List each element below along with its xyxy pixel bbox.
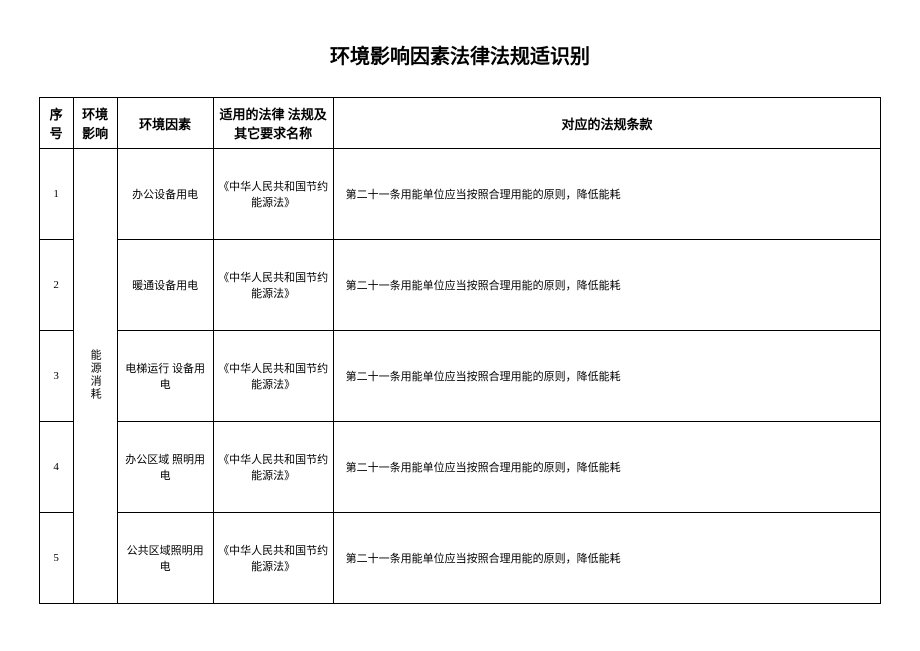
table-row: 2 暖通设备用电 《中华人民共和国节约能源法》 第二十一条用能单位应当按照合理用… — [39, 240, 881, 331]
col-category: 环境 影响 — [73, 98, 117, 149]
regulation-table: 序号 环境 影响 环境因素 适用的法律 法规及 其它要求名称 对应的法规条款 1… — [39, 97, 882, 604]
cell-seq: 2 — [39, 240, 73, 331]
cell-seq: 4 — [39, 422, 73, 513]
col-law: 适用的法律 法规及 其它要求名称 — [213, 98, 333, 149]
table-header-row: 序号 环境 影响 环境因素 适用的法律 法规及 其它要求名称 对应的法规条款 — [39, 98, 881, 149]
cell-factor: 电梯运行 设备用电 — [117, 331, 213, 422]
cell-law: 《中华人民共和国节约能源法》 — [213, 240, 333, 331]
cell-article: 第二十一条用能单位应当按照合理用能的原则，降低能耗 — [333, 513, 881, 604]
cell-article: 第二十一条用能单位应当按照合理用能的原则，降低能耗 — [333, 422, 881, 513]
cell-seq: 3 — [39, 331, 73, 422]
cell-article: 第二十一条用能单位应当按照合理用能的原则，降低能耗 — [333, 331, 881, 422]
col-seq: 序号 — [39, 98, 73, 149]
cell-factor: 公共区域照明用电 — [117, 513, 213, 604]
cell-factor: 暖通设备用电 — [117, 240, 213, 331]
cell-law: 《中华人民共和国节约能源法》 — [213, 513, 333, 604]
table-row: 3 电梯运行 设备用电 《中华人民共和国节约能源法》 第二十一条用能单位应当按照… — [39, 331, 881, 422]
table-row: 4 办公区域 照明用电 《中华人民共和国节约能源法》 第二十一条用能单位应当按照… — [39, 422, 881, 513]
cell-factor: 办公区域 照明用电 — [117, 422, 213, 513]
col-article: 对应的法规条款 — [333, 98, 881, 149]
cell-factor: 办公设备用电 — [117, 149, 213, 240]
cell-law: 《中华人民共和国节约能源法》 — [213, 149, 333, 240]
cell-seq: 1 — [39, 149, 73, 240]
cell-seq: 5 — [39, 513, 73, 604]
table-row: 1 能源消耗 办公设备用电 《中华人民共和国节约能源法》 第二十一条用能单位应当… — [39, 149, 881, 240]
table-row: 5 公共区域照明用电 《中华人民共和国节约能源法》 第二十一条用能单位应当按照合… — [39, 513, 881, 604]
cell-article: 第二十一条用能单位应当按照合理用能的原则，降低能耗 — [333, 240, 881, 331]
category-label: 能源消耗 — [87, 349, 103, 401]
page-title: 环境影响因素法律法规适识别 — [30, 40, 890, 69]
cell-article: 第二十一条用能单位应当按照合理用能的原则，降低能耗 — [333, 149, 881, 240]
col-factor: 环境因素 — [117, 98, 213, 149]
cell-category: 能源消耗 — [73, 149, 117, 604]
cell-law: 《中华人民共和国节约能源法》 — [213, 331, 333, 422]
cell-law: 《中华人民共和国节约能源法》 — [213, 422, 333, 513]
